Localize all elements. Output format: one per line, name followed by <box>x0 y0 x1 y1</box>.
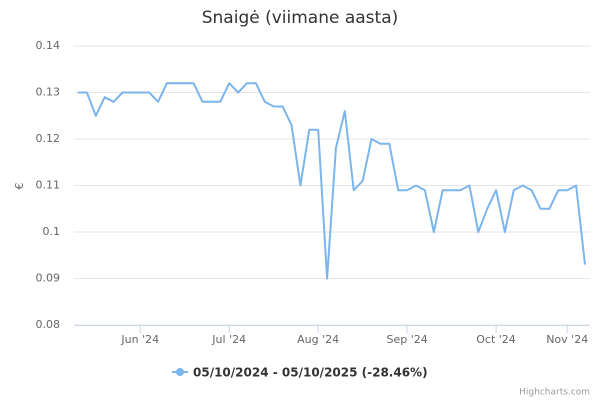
y-tick-label: 0.1 <box>43 225 61 238</box>
x-tick-label: Oct '24 <box>476 333 516 346</box>
y-tick-label: 0.12 <box>36 132 61 145</box>
credits: Highcharts.com <box>519 388 590 398</box>
chart-title: Snaigė (viimane aasta) <box>202 8 399 28</box>
y-tick-label: 0.08 <box>36 318 61 331</box>
line-series <box>78 82 586 280</box>
x-tick-label: Sep '24 <box>386 333 427 346</box>
x-tick-label: Aug '24 <box>297 333 339 346</box>
y-tick-label: 0.13 <box>36 86 61 99</box>
legend-symbol <box>176 368 184 376</box>
y-tick-label: 0.11 <box>36 179 61 192</box>
x-tick-label: Jun '24 <box>120 333 159 346</box>
x-tick-label: Nov '24 <box>546 333 588 346</box>
x-tick-label: Jul '24 <box>211 333 246 346</box>
y-axis-label: € <box>13 183 26 190</box>
legend-label: 05/10/2024 - 05/10/2025 (-28.46%) <box>193 366 428 380</box>
y-tick-label: 0.14 <box>36 39 61 52</box>
y-tick-label: 0.09 <box>36 272 61 285</box>
